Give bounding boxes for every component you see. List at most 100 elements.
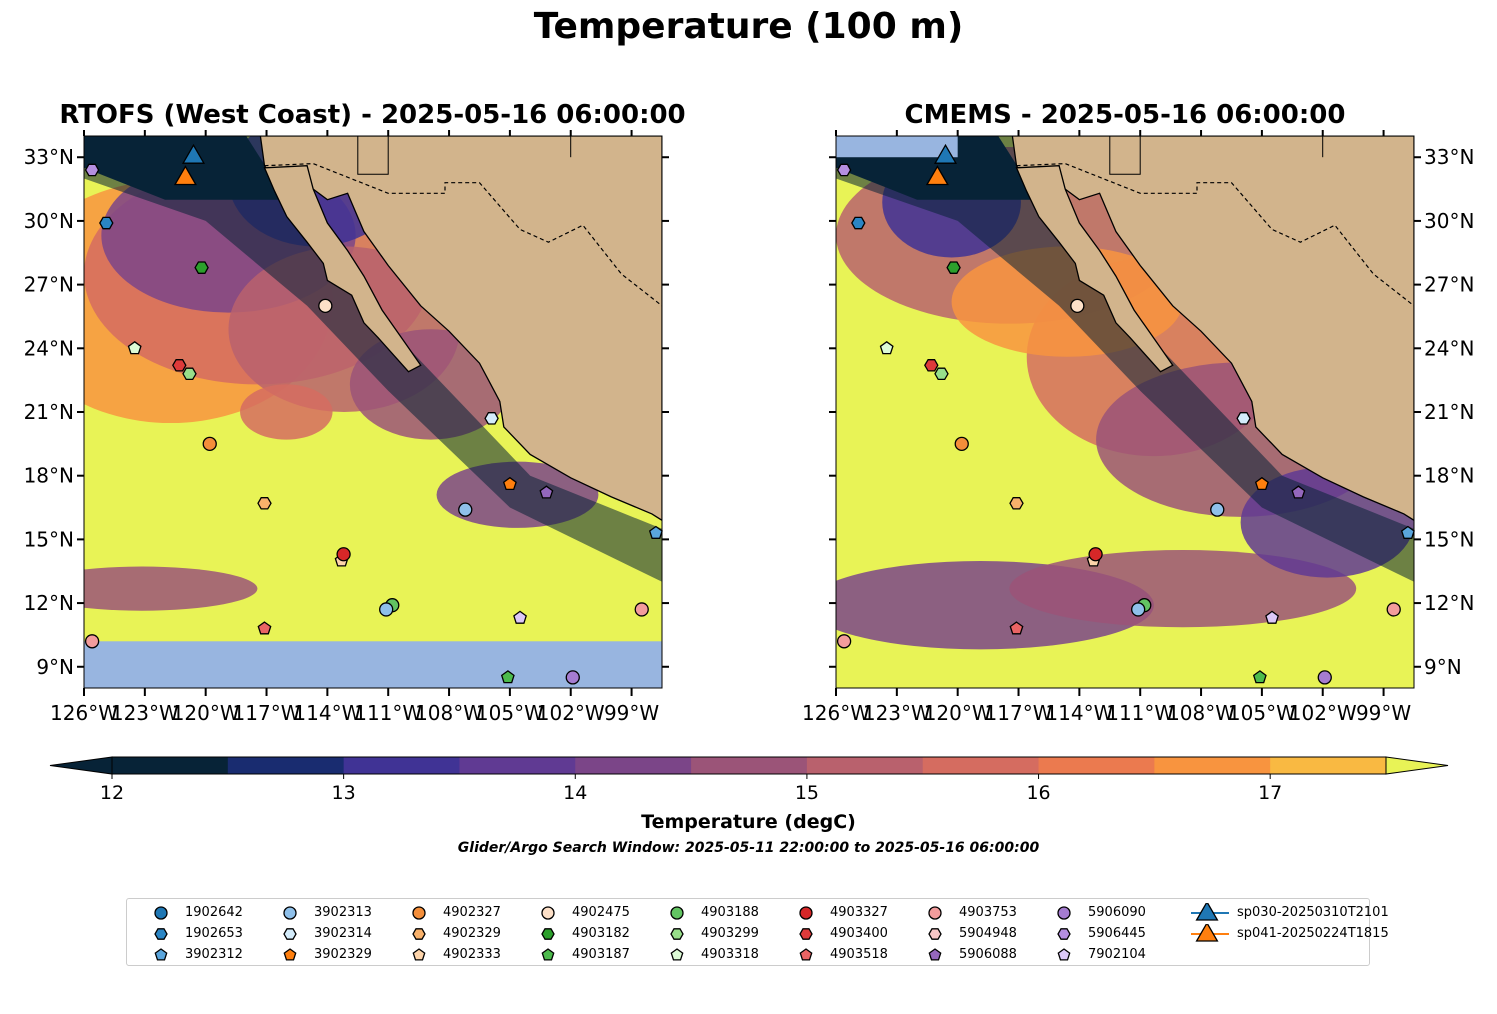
lat-tick-label: 27°N <box>1424 273 1474 297</box>
lon-tick-label: 102°W <box>1289 701 1357 725</box>
legend-marker <box>154 906 168 920</box>
legend-marker <box>412 948 426 961</box>
lat-tick-label: 21°N <box>24 400 74 424</box>
glider-sp030-20250310T2101 <box>181 143 206 164</box>
float-5906090 <box>565 670 580 685</box>
float-1902653 <box>851 216 866 230</box>
colorbar-bin <box>1038 757 1155 774</box>
land-baja <box>263 165 422 373</box>
colorbar-bin <box>227 757 345 774</box>
legend-marker <box>799 928 813 940</box>
legend-label: 3902313 <box>314 905 372 920</box>
lat-tick-label: 12°N <box>1424 591 1474 615</box>
float-x3902313b <box>379 602 394 617</box>
lon-tick-label: 105°W <box>1228 701 1296 725</box>
legend-marker <box>154 948 168 961</box>
float-4903518 <box>257 621 272 635</box>
lon-tick-label: 126°W <box>50 701 118 725</box>
colorbar-extend-max <box>1385 756 1449 775</box>
legend-label: 4903518 <box>830 947 888 962</box>
legend-marker <box>799 906 813 920</box>
float-3902314 <box>484 412 499 425</box>
float-4902329 <box>1009 497 1024 510</box>
legend-label: 3902329 <box>314 947 372 962</box>
glider-sp041-20250224T1815 <box>925 165 949 186</box>
float-3902329 <box>1254 476 1269 491</box>
lon-tick-label: 123°W <box>863 701 931 725</box>
legend-label: 4902333 <box>443 947 501 962</box>
legend-marker <box>541 906 555 920</box>
lat-tick-label: 9°N <box>1424 655 1462 679</box>
float-4903400 <box>924 359 939 372</box>
colorbar-bin <box>575 757 692 774</box>
lon-tick-label: 105°W <box>476 701 544 725</box>
legend-marker <box>670 928 684 940</box>
legend-marker <box>928 906 942 920</box>
legend-label: 4902475 <box>572 905 630 920</box>
legend-label: 4903188 <box>701 905 759 920</box>
float-4903327 <box>1088 547 1103 562</box>
no-data-region <box>836 136 958 158</box>
float-4903182 <box>194 261 209 274</box>
float-1902653 <box>99 216 114 230</box>
legend-marker <box>283 906 297 920</box>
colorbar-tick-label: 13 <box>332 782 356 804</box>
legend-marker <box>412 906 426 920</box>
lon-tick-label: 102°W <box>537 701 605 725</box>
legend-label: 4903182 <box>572 926 630 941</box>
legend-marker <box>412 928 426 940</box>
legend-label: 3902312 <box>185 947 243 962</box>
lon-tick-label: 120°W <box>924 701 992 725</box>
float-4903187 <box>500 670 515 684</box>
lon-tick-label: 120°W <box>172 701 240 725</box>
float-4902327 <box>954 436 969 451</box>
float-x5906088b <box>539 485 554 499</box>
legend-label: 4902329 <box>443 926 501 941</box>
colorbar-bin <box>691 757 808 774</box>
legend-marker <box>1195 924 1219 942</box>
land-baja <box>1015 165 1174 373</box>
lon-tick-label: 108°W <box>415 701 483 725</box>
legend-label: sp041-20250224T1815 <box>1237 926 1389 941</box>
float-5906090 <box>1317 670 1332 685</box>
search-window-text: Glider/Argo Search Window: 2025-05-11 22… <box>457 840 1040 856</box>
legend-label: 4902327 <box>443 905 501 920</box>
colorbar-tick-label: 15 <box>795 782 819 804</box>
colorbar-extend-min <box>49 756 113 775</box>
lon-tick-label: 108°W <box>1167 701 1235 725</box>
legend-marker <box>670 948 684 961</box>
float-4902475 <box>318 298 333 313</box>
float-4903318 <box>127 340 142 355</box>
legend-marker <box>1057 928 1071 940</box>
legend-label: 5906090 <box>1088 905 1146 920</box>
float-3902314 <box>1236 412 1251 425</box>
legend-marker <box>799 948 813 961</box>
colorbar-tick-label: 17 <box>1258 782 1282 804</box>
panel-title-rtofs: RTOFS (West Coast) - 2025-05-16 06:00:00 <box>59 100 686 130</box>
legend-label: 4903400 <box>830 926 888 941</box>
legend-label: 3902314 <box>314 926 372 941</box>
lon-tick-label: 117°W <box>233 701 301 725</box>
lat-tick-label: 18°N <box>24 464 74 488</box>
legend-label: 5904948 <box>959 926 1017 941</box>
float-x5906088b <box>1291 485 1306 499</box>
colorbar: 12 13 14 15 16 17 <box>49 756 1449 804</box>
glider-sp041-20250224T1815 <box>173 165 197 186</box>
colorbar-tick-label: 12 <box>100 782 124 804</box>
lat-tick-label: 30°N <box>24 209 74 233</box>
float-5906445 <box>84 163 100 177</box>
legend-marker <box>928 928 942 940</box>
float-3902312 <box>648 525 663 539</box>
lat-tick-label: 18°N <box>1424 464 1474 488</box>
float-4903187 <box>1252 670 1267 684</box>
lat-tick-label: 24°N <box>1424 336 1474 360</box>
float-5906445 <box>836 163 852 177</box>
float-4903182 <box>946 261 961 274</box>
legend-label: 4903299 <box>701 926 759 941</box>
legend-marker <box>928 948 942 961</box>
float-4903327 <box>336 547 351 562</box>
float-4903299 <box>934 367 949 381</box>
legend-label: 7902104 <box>1088 947 1146 962</box>
figure-title: Temperature (100 m) <box>533 6 964 47</box>
float-x3902313b <box>1131 602 1146 617</box>
